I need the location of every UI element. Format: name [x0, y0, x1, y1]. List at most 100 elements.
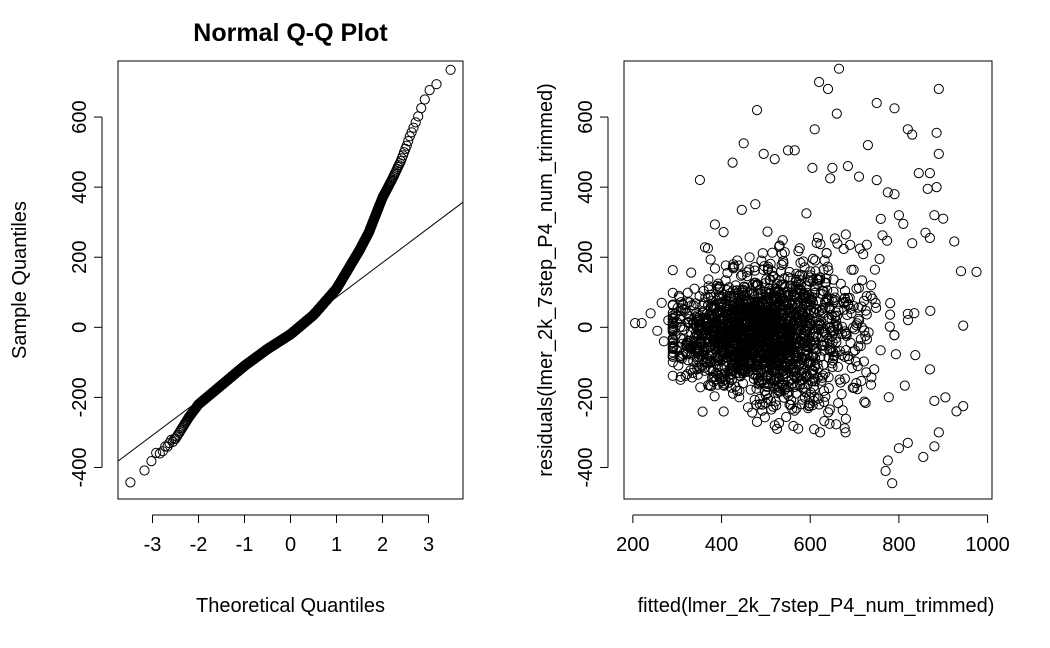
residual-point: [856, 275, 868, 286]
residual-point: [812, 331, 824, 343]
residual-point: [789, 381, 801, 392]
residual-point: [763, 393, 774, 404]
residual-point: [700, 333, 711, 344]
residual-point: [884, 321, 895, 332]
residual-point: [773, 381, 785, 392]
residual-point: [898, 218, 909, 229]
residual-point: [682, 287, 693, 298]
residual-point: [949, 236, 960, 247]
residual-point: [893, 443, 905, 454]
residual-point: [711, 308, 723, 319]
residual-point: [698, 354, 709, 365]
residual-point: [843, 299, 854, 310]
qq-point: [416, 103, 427, 114]
residual-point: [805, 357, 816, 368]
residual-point: [753, 279, 764, 290]
residual-point: [730, 368, 742, 379]
residual-point: [735, 270, 747, 281]
residual-point: [829, 233, 841, 244]
residual-point: [924, 364, 936, 375]
residual-y-tick-label: 200: [575, 241, 597, 274]
residual-point: [817, 370, 829, 381]
residual-point: [835, 278, 846, 289]
residual-point: [775, 305, 786, 316]
residual-point: [782, 145, 794, 156]
residual-point: [880, 465, 891, 477]
residual-point: [875, 213, 886, 224]
residual-point: [763, 331, 774, 342]
qq-y-tick-label: 400: [69, 170, 91, 203]
residual-point: [890, 349, 902, 360]
residual-point: [767, 362, 778, 374]
residual-point: [693, 325, 705, 336]
residual-y-tick-label: 400: [575, 170, 597, 203]
residual-point: [692, 369, 703, 380]
residual-x-tick-label: 200: [616, 534, 649, 556]
residual-point: [809, 391, 820, 402]
residual-point: [860, 397, 871, 409]
residual-x-label: fitted(lmer_2k_7step_P4_num_trimmed): [638, 595, 995, 617]
residual-point: [786, 311, 797, 323]
qq-point: [125, 477, 136, 488]
residual-point: [818, 385, 830, 396]
residual-point: [861, 291, 872, 302]
residual-point: [728, 259, 739, 270]
residual-point: [667, 343, 678, 354]
residual-point: [851, 320, 862, 331]
residual-point: [929, 395, 940, 406]
residual-point: [701, 318, 712, 329]
residual-point: [727, 285, 739, 296]
qq-x-axis: -3 -2 -1 0 1 2 3: [144, 514, 434, 556]
residual-point: [885, 298, 896, 309]
residual-point: [788, 346, 799, 357]
residual-point: [791, 388, 802, 399]
residual-point: [789, 145, 800, 156]
residual-point: [859, 325, 870, 336]
residual-point: [715, 333, 726, 344]
residual-point: [667, 340, 678, 351]
residual-point: [913, 168, 924, 179]
residual-point: [833, 63, 845, 74]
residual-point: [925, 305, 936, 316]
residual-point: [663, 315, 674, 326]
residual-point: [807, 376, 818, 387]
residual-point: [779, 273, 790, 284]
residual-point: [780, 348, 791, 359]
residual-point: [764, 337, 775, 348]
residual-point: [869, 264, 881, 275]
residual-point: [823, 372, 834, 383]
residual-point: [804, 400, 815, 411]
residual-point: [846, 264, 857, 275]
residual-point: [695, 326, 706, 337]
residual-point: [784, 310, 796, 321]
residual-point: [760, 389, 771, 401]
residual-point: [776, 259, 787, 270]
residual-point: [766, 404, 777, 415]
residual-point: [734, 392, 745, 403]
residual-point: [785, 340, 797, 351]
residual-point: [789, 405, 800, 416]
residual-point: [801, 208, 812, 219]
residual-point: [849, 382, 860, 393]
residual-point: [702, 316, 713, 328]
residual-point: [802, 287, 813, 298]
residual-point: [748, 288, 759, 299]
residual-point: [856, 301, 867, 312]
residual-point: [667, 347, 678, 358]
qq-reference-line: [117, 201, 464, 462]
residual-point: [751, 105, 763, 116]
residual-point: [799, 325, 811, 336]
residual-point: [802, 341, 814, 352]
residual-point: [731, 339, 742, 351]
residual-point: [839, 326, 851, 337]
residual-point: [702, 353, 713, 364]
residual-point: [862, 140, 874, 151]
residual-point: [865, 290, 876, 301]
residual-point: [645, 308, 656, 319]
residual-point: [742, 271, 753, 282]
residual-point: [826, 314, 837, 325]
residual-point: [774, 302, 785, 313]
residual-point: [774, 241, 785, 252]
residual-point: [883, 392, 894, 403]
residual-point: [840, 229, 851, 240]
